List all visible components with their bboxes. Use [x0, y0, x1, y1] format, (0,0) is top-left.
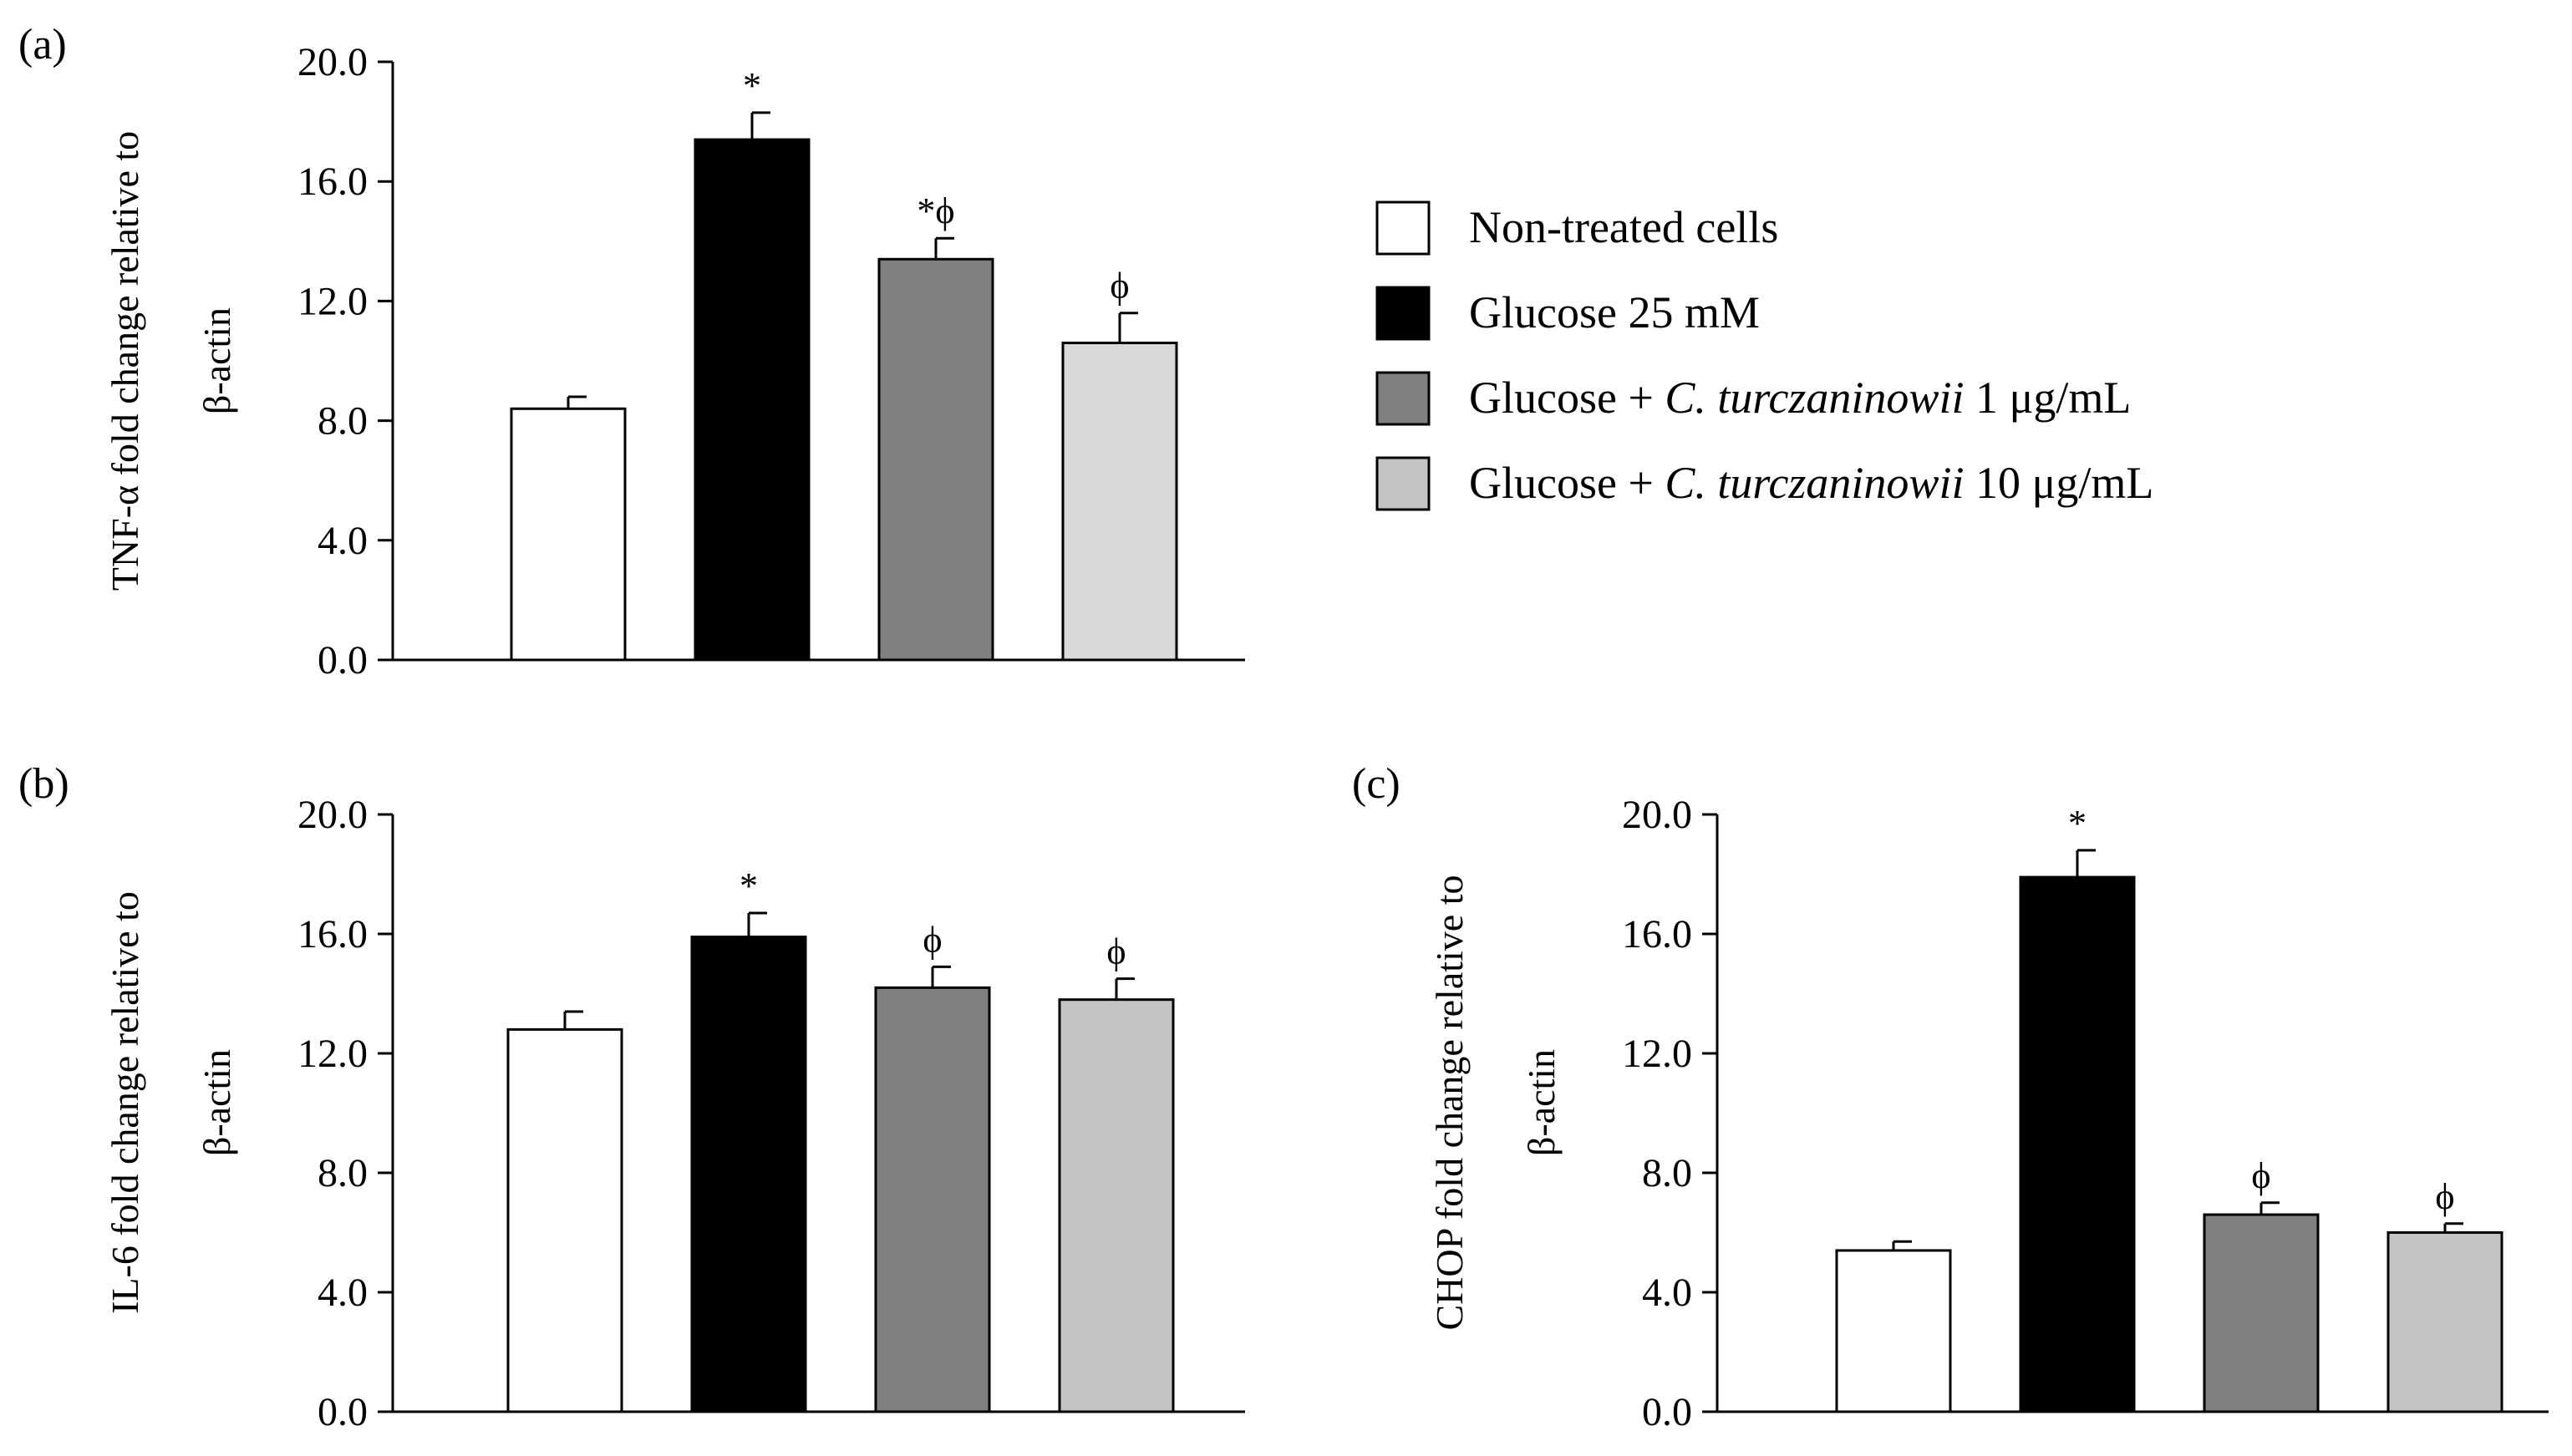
bar	[877, 257, 994, 662]
y-tick-label: 12.0	[1622, 1032, 1692, 1076]
legend-item: Glucose + C. turczaninowii 1 μg/mL	[1375, 371, 2131, 426]
y-tick-label: 0.0	[318, 638, 368, 682]
panel-label: (b)	[18, 760, 69, 808]
bar	[1835, 1249, 1952, 1413]
legend-swatch	[1375, 371, 1431, 426]
legend-label: Glucose 25 mM	[1469, 287, 1760, 337]
legend-label-text: Glucose +	[1469, 458, 1665, 508]
y-tick-label: 0.0	[1642, 1390, 1692, 1434]
y-axis-label-secondary: β-actin	[1520, 1049, 1563, 1156]
y-tick-label: 12.0	[297, 1032, 368, 1076]
bar	[2203, 1213, 2320, 1413]
significance-label: *ϕ	[917, 190, 954, 231]
legend: Non-treated cells Glucose 25 mM Glucose + …	[1375, 200, 2153, 511]
y-tick-label: 20.0	[297, 793, 368, 837]
significance-label: ϕ	[2251, 1155, 2270, 1196]
legend-label: Glucose + C. turczaninowii 1 μg/mL	[1469, 373, 2131, 423]
significance-label: *	[743, 65, 761, 106]
panel-label: (c)	[1352, 760, 1400, 808]
legend-label: Glucose + C. turczaninowii 10 μg/mL	[1469, 458, 2153, 508]
y-tick-label: 16.0	[297, 160, 368, 204]
y-tick-label: 20.0	[1622, 793, 1692, 837]
bar	[874, 986, 991, 1413]
y-tick-label: 8.0	[1642, 1151, 1692, 1195]
legend-label: Non-treated cells	[1469, 202, 1778, 252]
legend-label-species: C. turczaninowii	[1665, 458, 1964, 508]
bar	[1058, 998, 1175, 1413]
significance-label: ϕ	[1110, 266, 1129, 307]
legend-swatch	[1375, 286, 1431, 341]
y-tick-label: 8.0	[318, 399, 368, 444]
bar	[510, 407, 627, 662]
significance-label: ϕ	[923, 919, 942, 960]
y-tick-label: 4.0	[1642, 1271, 1692, 1315]
y-tick-label: 4.0	[318, 1271, 368, 1315]
bar	[694, 138, 811, 662]
legend-label-dose: 10 μg/mL	[1964, 458, 2153, 508]
bar	[506, 1027, 623, 1413]
legend-swatch	[1375, 200, 1431, 256]
y-tick-label: 12.0	[297, 279, 368, 323]
y-tick-label: 20.0	[297, 40, 368, 84]
legend-label-text: Glucose +	[1469, 373, 1665, 423]
panel-label: (a)	[18, 21, 67, 68]
legend-item: Non-treated cells	[1375, 200, 1778, 256]
legend-label-species: C. turczaninowii	[1665, 373, 1964, 423]
legend-label-text: Non-treated cells	[1469, 202, 1778, 252]
y-tick-label: 16.0	[1622, 912, 1692, 956]
y-tick-label: 8.0	[318, 1151, 368, 1195]
panel-a-tnf-alpha-chart: (a) TNF-α fold change relative to β-actin 0…	[18, 21, 1245, 682]
bar	[1061, 342, 1178, 662]
bar	[2019, 875, 2136, 1413]
y-tick-label: 0.0	[318, 1390, 368, 1434]
significance-label: ϕ	[1106, 931, 1126, 972]
y-axis-label: IL-6 fold change relative to	[104, 891, 146, 1314]
panel-b-il6-chart: (b) IL-6 fold change relative to β-actin 0.…	[18, 760, 1245, 1434]
significance-label: *	[740, 865, 758, 906]
significance-label: ϕ	[2435, 1176, 2454, 1217]
y-tick-label: 16.0	[297, 912, 368, 956]
y-axis-label-secondary: β-actin	[196, 307, 238, 414]
legend-label-dose: 1 μg/mL	[1964, 373, 2131, 423]
bar	[690, 936, 807, 1413]
y-axis-label: CHOP fold change relative to	[1428, 875, 1471, 1330]
legend-swatch	[1375, 456, 1431, 511]
y-axis-label: TNF-α fold change relative to	[104, 131, 146, 591]
legend-label-text: Glucose 25 mM	[1469, 287, 1760, 337]
legend-item: Glucose + C. turczaninowii 10 μg/mL	[1375, 456, 2153, 511]
legend-item: Glucose 25 mM	[1375, 286, 1760, 341]
y-tick-label: 4.0	[318, 519, 368, 563]
y-axis-label-secondary: β-actin	[196, 1049, 238, 1156]
significance-label: *	[2068, 803, 2087, 844]
bar	[2386, 1231, 2503, 1413]
panel-c-chop-chart: (c) CHOP fold change relative to β-actin 0.…	[1352, 760, 2549, 1434]
